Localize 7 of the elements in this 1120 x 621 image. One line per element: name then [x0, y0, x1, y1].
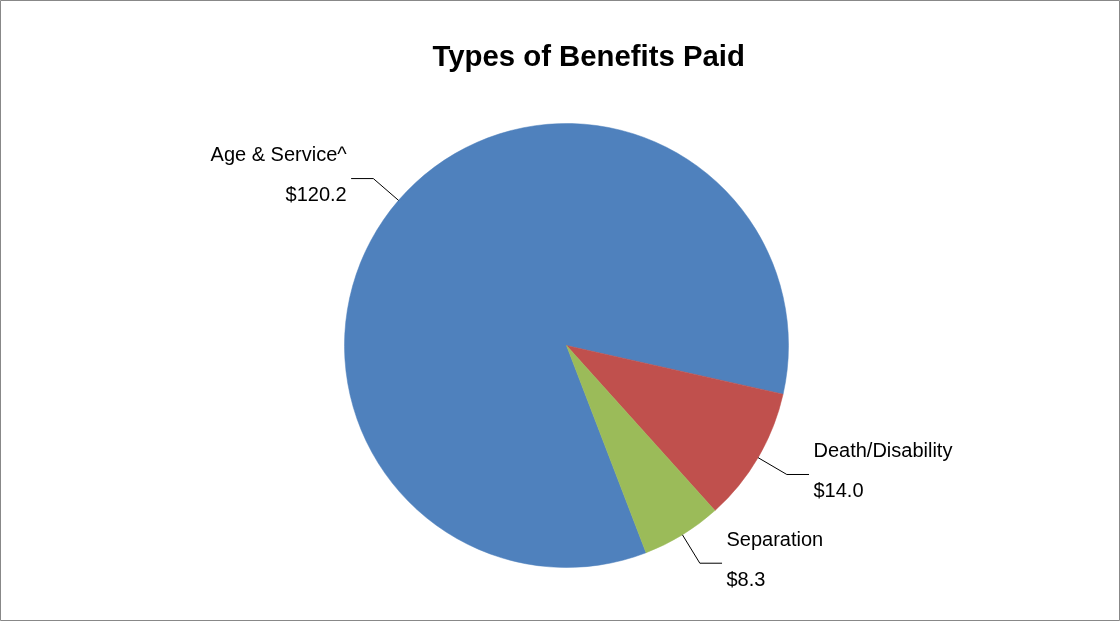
slice-label: Age & Service^	[210, 143, 348, 166]
data-label: $8.3	[726, 567, 766, 590]
data-label: $120.2	[285, 183, 347, 206]
slice-label: Separation	[726, 527, 824, 550]
data-label: $14.0	[813, 479, 864, 502]
chart-title: Types of Benefits Paid	[432, 39, 745, 72]
slice-label: Death/Disability	[813, 439, 953, 462]
